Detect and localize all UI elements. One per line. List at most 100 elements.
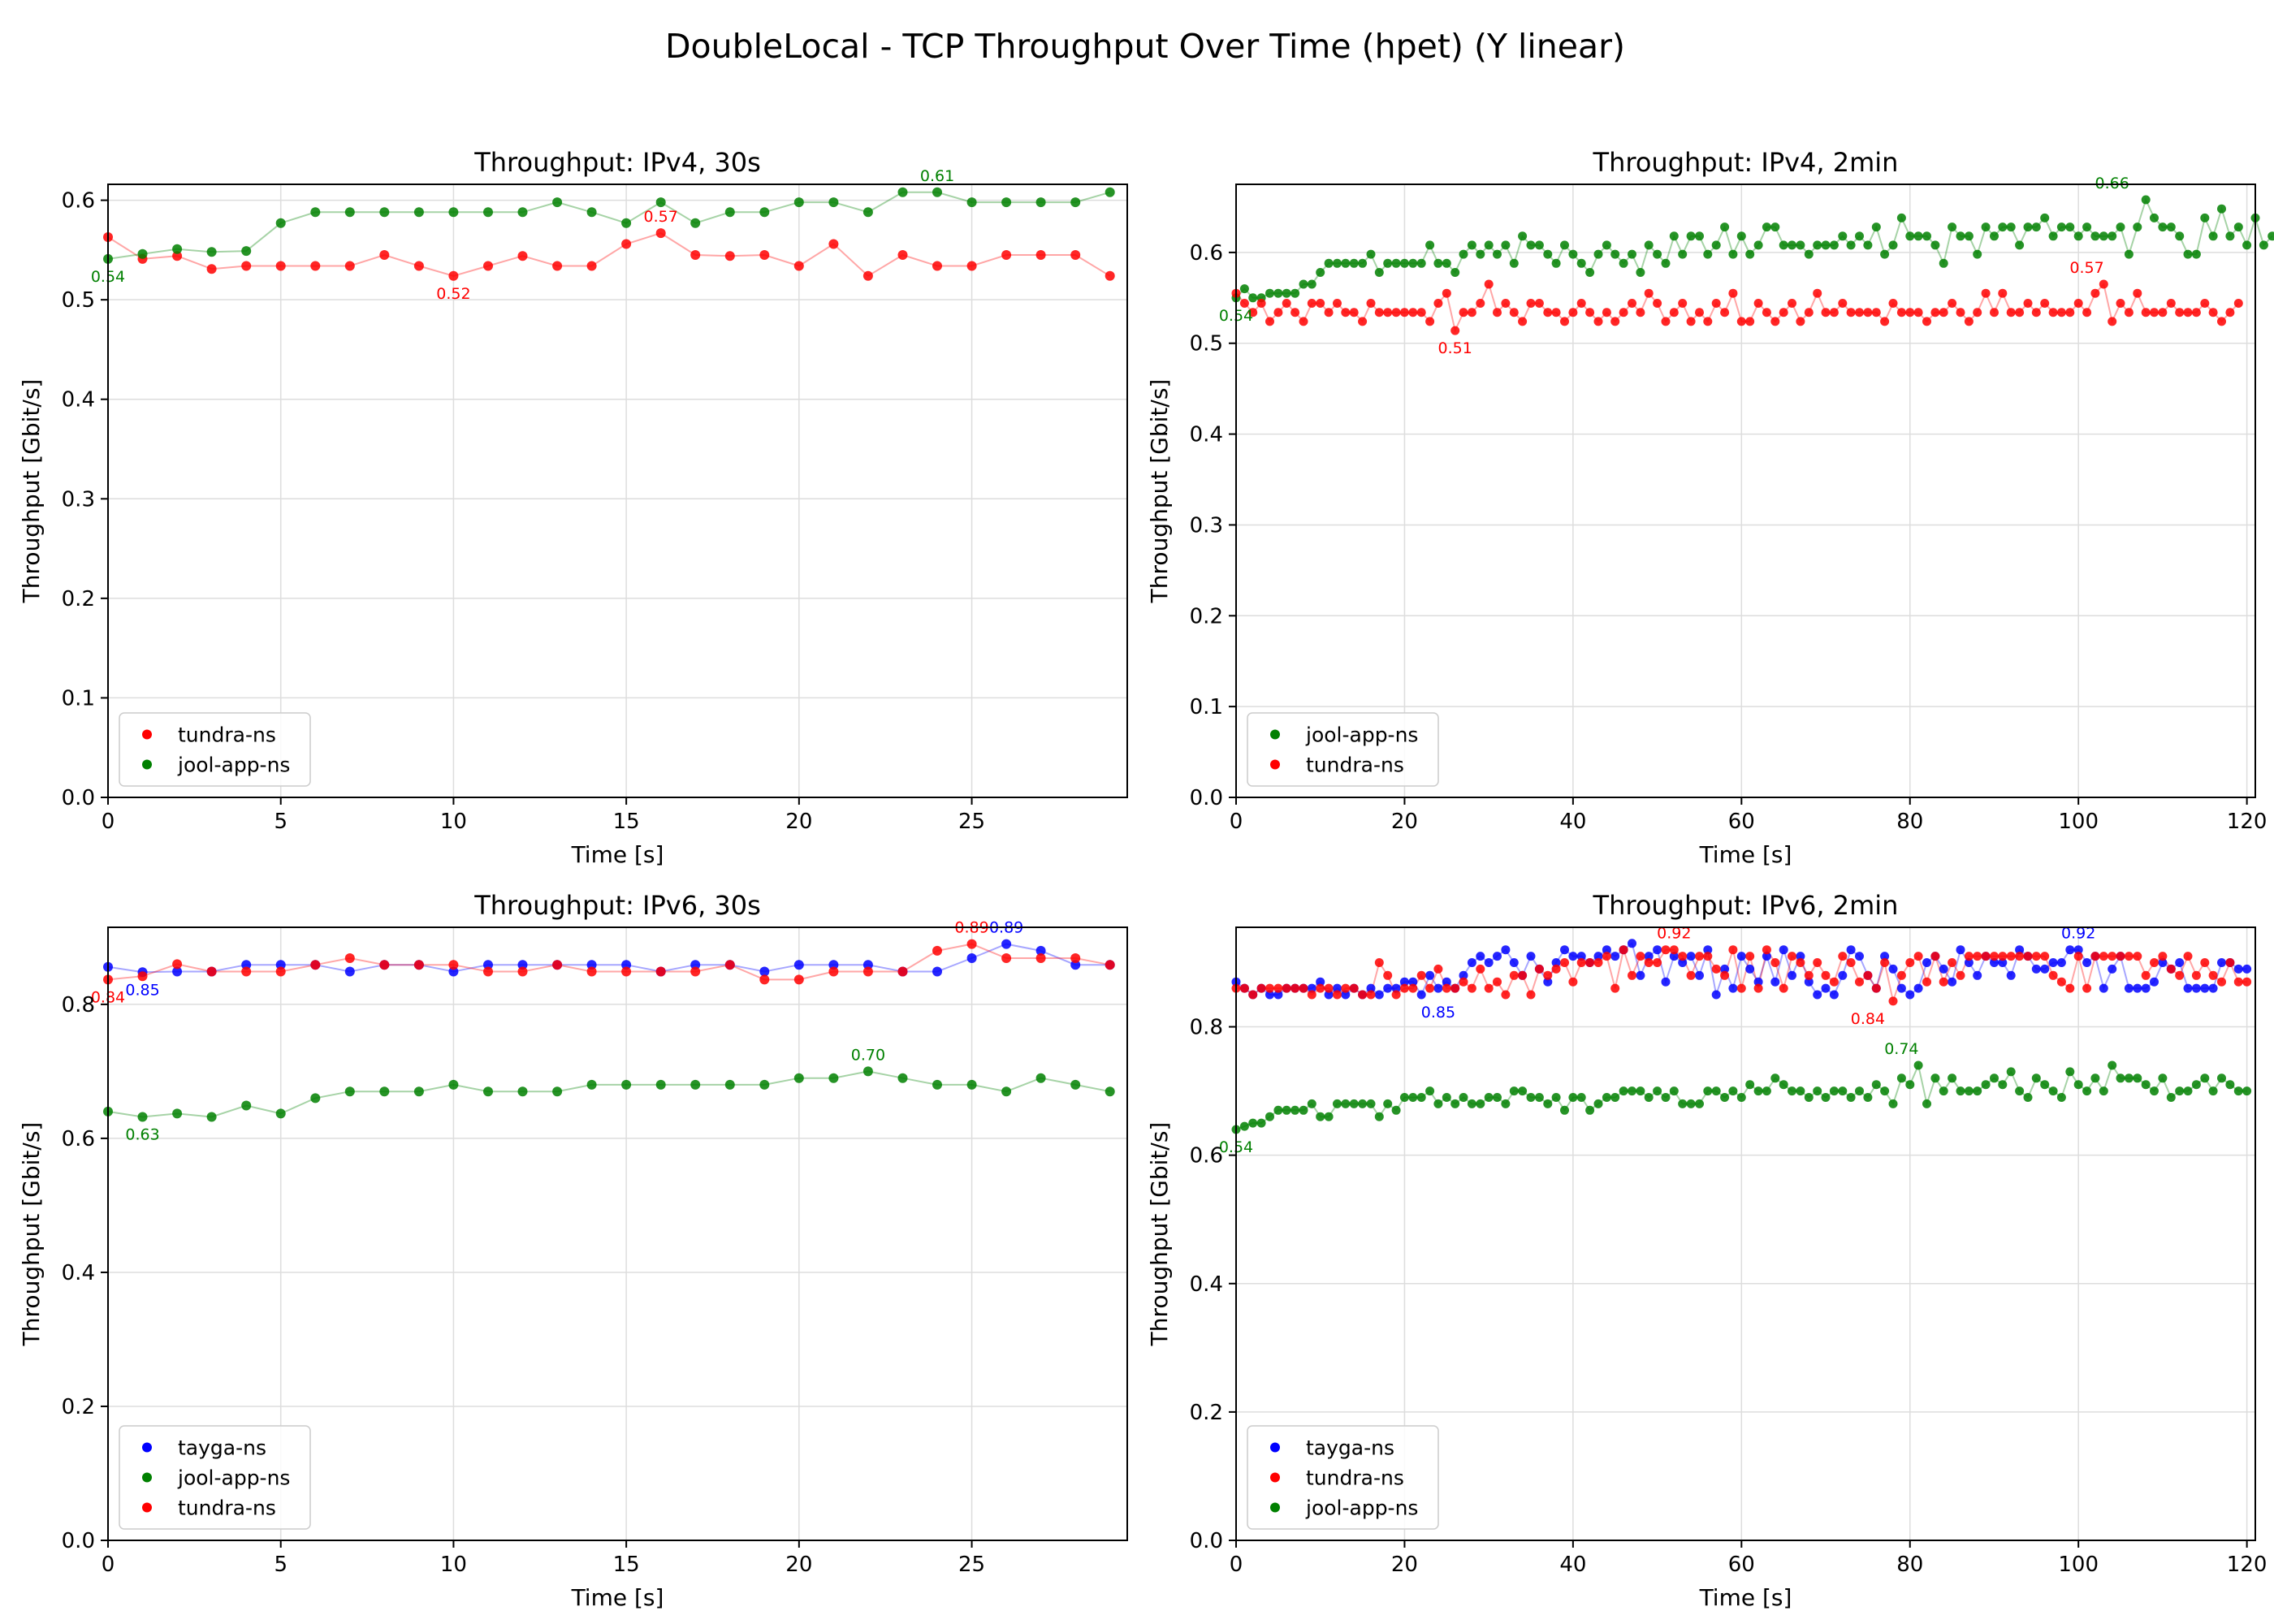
data-point-jool-app-ns [1838,1086,1848,1096]
data-point-jool-app-ns [828,197,839,208]
y-tick-label: 0.8 [62,993,95,1017]
data-point-jool-app-ns [655,197,666,208]
data-point-tundra-ns [1602,952,1611,961]
data-point-tayga-ns [2065,945,2075,955]
data-point-jool-app-ns [1990,231,1999,241]
data-point-tundra-ns [1796,958,1805,967]
data-point-jool-app-ns [1956,231,1965,241]
data-point-jool-app-ns [1720,222,1730,232]
data-point-jool-app-ns [2023,1093,2033,1102]
legend-box [1247,712,1439,787]
data-point-jool-app-ns [1695,231,1704,241]
data-point-tayga-ns [1333,983,1342,993]
data-point-tundra-ns [2065,983,2075,993]
data-point-tayga-ns [1316,977,1325,987]
data-point-jool-app-ns [1509,258,1519,268]
data-point-jool-app-ns [1838,231,1848,241]
data-point-tundra-ns [552,960,563,970]
data-point-jool-app-ns [1299,1105,1308,1115]
x-tick-label: 5 [274,1553,287,1577]
data-point-tundra-ns [552,261,563,271]
data-point-tundra-ns [1628,970,1636,980]
data-point-jool-app-ns [1408,258,1418,268]
legend: tayga-ns tundra-ns jool-app-ns [1247,1425,1439,1530]
data-point-tundra-ns [1796,317,1805,326]
data-point-jool-app-ns [1939,1086,1948,1096]
data-point-tundra-ns [1416,970,1426,980]
data-point-tundra-ns [1653,299,1662,308]
data-point-tundra-ns [1282,299,1291,308]
data-point-tundra-ns [275,966,286,977]
data-point-jool-app-ns [1813,1086,1822,1096]
y-tick-label: 0.6 [1190,241,1223,266]
data-point-tundra-ns [2056,977,2066,987]
data-point-jool-app-ns [1467,1099,1476,1108]
data-label: 0.84 [1851,1010,1885,1028]
data-point-tundra-ns [1644,288,1654,298]
data-point-tundra-ns [2031,952,2041,961]
data-point-tundra-ns [2108,317,2117,326]
data-point-tayga-ns [1307,983,1316,993]
data-point-tundra-ns [1593,317,1603,326]
data-point-tayga-ns [1070,960,1081,970]
data-point-tundra-ns [793,974,804,985]
data-point-tundra-ns [2056,308,2066,317]
data-point-jool-app-ns [379,1086,390,1097]
data-point-tayga-ns [690,960,701,970]
data-point-tundra-ns [1576,958,1586,967]
data-point-jool-app-ns [1324,1112,1334,1121]
y-tick-label: 0.3 [62,487,95,512]
data-point-tayga-ns [1796,952,1805,961]
data-point-jool-app-ns [1956,1086,1965,1096]
data-point-jool-app-ns [724,207,735,218]
data-point-tundra-ns [2150,958,2159,967]
data-point-jool-app-ns [1896,213,1906,222]
data-point-tundra-ns [2200,958,2210,967]
data-point-tundra-ns [517,251,528,261]
data-point-tundra-ns [1653,958,1662,967]
data-point-jool-app-ns [1534,240,1544,250]
data-point-tundra-ns [1745,952,1755,961]
data-point-jool-app-ns [1518,1086,1528,1096]
x-tick-label: 25 [958,1553,985,1577]
data-point-jool-app-ns [413,1086,424,1097]
legend-marker [142,759,152,770]
data-point-tundra-ns [1661,945,1671,955]
data-point-tundra-ns [690,966,701,977]
data-point-tundra-ns [1990,308,1999,317]
data-point-tayga-ns [2191,983,2201,993]
data-point-jool-app-ns [1973,1086,1982,1096]
data-point-tundra-ns [1686,317,1696,326]
data-point-jool-app-ns [1476,249,1485,259]
data-point-tundra-ns [828,966,839,977]
data-point-tayga-ns [2242,964,2252,974]
data-point-tundra-ns [2015,308,2025,317]
series-line-jool-app-ns [107,191,1110,260]
data-point-tundra-ns [1476,964,1485,974]
data-point-tundra-ns [1290,983,1300,993]
data-point-tundra-ns [1855,308,1864,317]
data-point-tundra-ns [2166,299,2176,308]
data-point-tundra-ns [1324,983,1334,993]
x-axis-label: Time [s] [571,1584,664,1611]
data-point-jool-app-ns [2090,1073,2100,1083]
data-point-tundra-ns [1636,952,1645,961]
data-point-tundra-ns [2133,288,2142,298]
data-point-tayga-ns [1628,939,1636,948]
data-point-tundra-ns [932,945,942,956]
data-point-jool-app-ns [1753,1086,1763,1096]
data-point-tayga-ns [275,960,286,970]
data-point-tundra-ns [1408,983,1418,993]
data-point-tundra-ns [1981,952,1991,961]
data-point-tundra-ns [793,261,804,271]
data-point-jool-app-ns [1551,1093,1561,1102]
data-point-jool-app-ns [1333,1099,1342,1108]
legend-label: jool-app-ns [177,1466,290,1490]
x-tick-label: 25 [958,810,985,834]
data-point-tundra-ns [1762,945,1771,955]
data-point-tundra-ns [241,261,252,271]
data-point-tayga-ns [1770,977,1780,987]
legend-marker [142,1502,152,1513]
data-point-tundra-ns [1669,945,1679,955]
data-point-tundra-ns [1316,983,1325,993]
